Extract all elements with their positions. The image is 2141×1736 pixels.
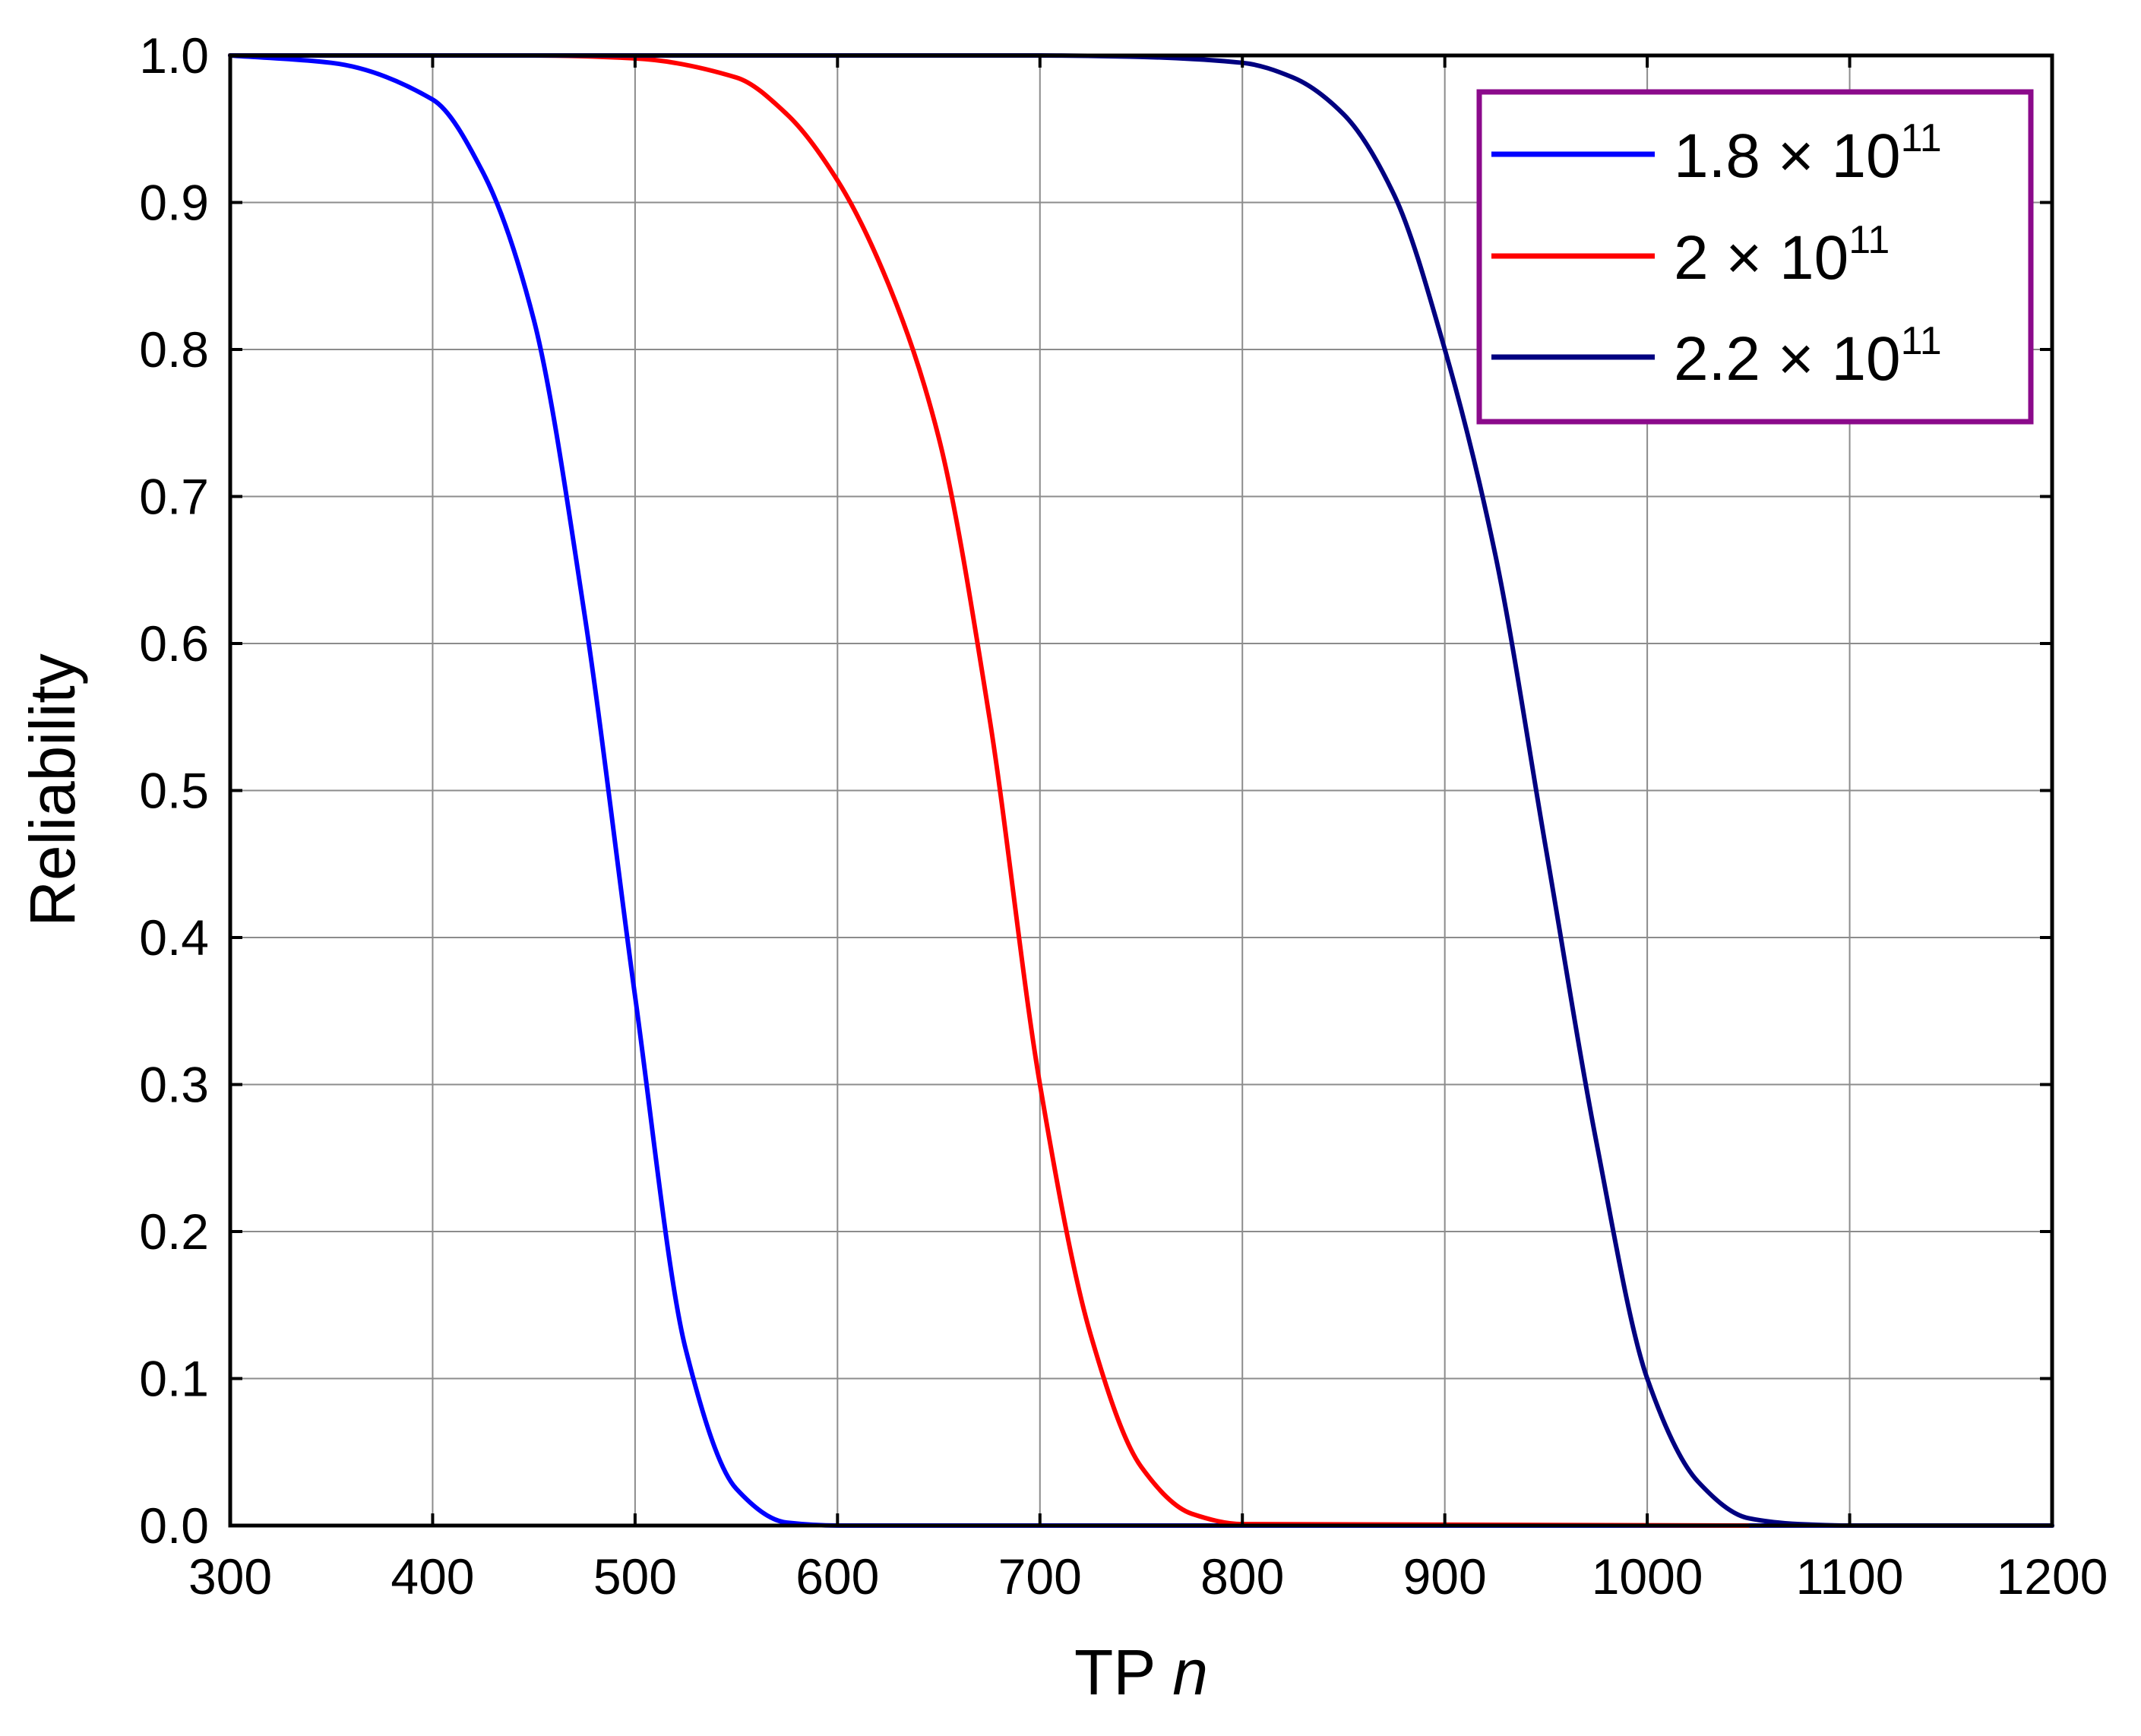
x-tick-label: 700: [998, 1548, 1082, 1605]
y-tick-label: 0.7: [139, 469, 209, 525]
x-axis-label: TP: [1074, 1636, 1155, 1708]
y-tick-label: 0.8: [139, 321, 209, 378]
x-tick-label: 1200: [1997, 1548, 2108, 1605]
y-tick-label: 0.2: [139, 1203, 209, 1260]
y-tick-label: 0.4: [139, 909, 209, 966]
tick-marks: [229, 54, 2054, 1527]
x-tick-label: 600: [795, 1548, 879, 1605]
y-tick-label: 0.1: [139, 1351, 209, 1407]
y-tick-label: 0.3: [139, 1057, 209, 1113]
y-tick-label: 0.6: [139, 615, 209, 672]
x-tick-label: 800: [1200, 1548, 1284, 1605]
x-tick-label: 500: [593, 1548, 677, 1605]
x-tick-label: 1000: [1592, 1548, 1703, 1605]
y-tick-label: 0.9: [139, 175, 209, 231]
grid: [230, 55, 2052, 1526]
y-tick-label: 0.5: [139, 763, 209, 819]
x-tick-label: 300: [188, 1548, 272, 1605]
x-tick-labels: 300 400 500 600 700 800 900 1000 1100 1200: [188, 1548, 2108, 1605]
x-axis-title: TP n: [1074, 1636, 1208, 1708]
x-tick-label: 900: [1403, 1548, 1487, 1605]
x-tick-label: 1100: [1796, 1548, 1904, 1605]
series-line-2: [228, 52, 1751, 1528]
legend: 1.8 × 1011 2 × 1011 2.2 × 1011: [1476, 89, 2034, 425]
legend-label-1: 1.8 × 1011: [1674, 116, 1942, 191]
y-tick-labels: 0.0 0.1 0.2 0.3 0.4 0.5 0.6 0.7 0.8 0.9 1.0: [139, 27, 209, 1554]
y-tick-label: 0.0: [139, 1497, 209, 1554]
y-axis-title: Reliability: [17, 653, 88, 926]
y-tick-label: 1.0: [139, 27, 209, 84]
x-tick-label: 400: [391, 1548, 474, 1605]
legend-label-3: 2.2 × 1011: [1674, 319, 1942, 394]
legend-label-2: 2 × 1011: [1674, 218, 1890, 292]
x-axis-variable: n: [1172, 1636, 1208, 1708]
